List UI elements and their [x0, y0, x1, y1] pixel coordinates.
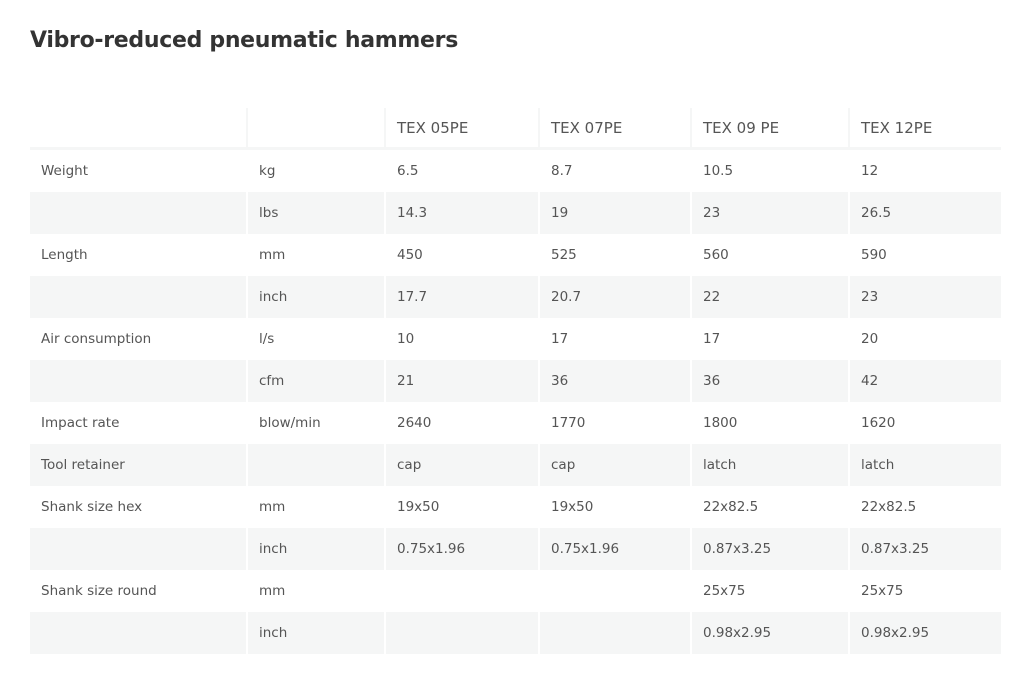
table-cell: inch: [246, 528, 384, 570]
table-cell: Tool retainer: [30, 444, 246, 486]
table-cell: 22x82.5: [690, 486, 848, 528]
table-cell: 1770: [538, 402, 690, 444]
table-row: lbs 14.3 19 23 26.5: [30, 192, 1001, 234]
table-cell: Weight: [41, 163, 89, 179]
table-cell: 12: [848, 150, 1001, 192]
table-cell: cfm: [246, 360, 384, 402]
table-cell: Impact rate: [41, 415, 120, 431]
table-cell: 10.5: [690, 150, 848, 192]
table-cell: [246, 444, 384, 486]
table-cell: 8.7: [538, 150, 690, 192]
table-cell: 36: [690, 360, 848, 402]
table-cell: Shank size hex: [41, 499, 143, 515]
table-cell: latch: [848, 444, 1001, 486]
table-cell: 0.98x2.95: [690, 612, 848, 654]
table-cell: 14.3: [384, 192, 538, 234]
column-header: TEX 07PE: [538, 108, 690, 150]
table-header-row: TEX 05PE TEX 07PE TEX 09 PE TEX 12PE: [30, 108, 1001, 150]
table-cell: cap: [384, 444, 538, 486]
table-cell: mm: [246, 570, 384, 612]
table-row: Length mm 450 525 560 590: [30, 234, 1001, 276]
specs-table: TEX 05PE TEX 07PE TEX 09 PE TEX 12PE Weight…: [30, 108, 1001, 654]
table-cell: inch: [246, 276, 384, 318]
table-cell: cap: [538, 444, 690, 486]
table-cell: 0.75x1.96: [538, 528, 690, 570]
table-cell: 0.87x3.25: [690, 528, 848, 570]
table-cell: 19x50: [384, 486, 538, 528]
table-cell: 42: [848, 360, 1001, 402]
table-row: Weight kg 6.5 8.7 10.5 12: [30, 150, 1001, 192]
table-cell: 10: [384, 318, 538, 360]
table-cell: [30, 276, 246, 318]
table-cell: 19: [538, 192, 690, 234]
table-row: Impact rate blow/min 2640 1770 1800 1620: [30, 402, 1001, 444]
table-cell: mm: [246, 486, 384, 528]
table-cell: [30, 612, 246, 654]
table-cell: Air consumption: [41, 331, 152, 347]
table-cell: kg: [246, 150, 384, 192]
column-header: TEX 12PE: [848, 108, 1001, 150]
table-row: Air consumption l/s 10 17 17 20: [30, 318, 1001, 360]
table-row: Shank size hex mm 19x50 19x50 22x82.5 22x82.5: [30, 486, 1001, 528]
table-cell: 25x75: [848, 570, 1001, 612]
page-title: Vibro-reduced pneumatic hammers: [30, 28, 459, 53]
table-cell: 590: [848, 234, 1001, 276]
table-row: Tool retainer cap cap latch latch: [30, 444, 1001, 486]
table-cell: 450: [384, 234, 538, 276]
table-row: inch 17.7 20.7 22 23: [30, 276, 1001, 318]
table-cell: 23: [848, 276, 1001, 318]
table-cell: Shank size round: [41, 583, 157, 599]
column-header: [30, 108, 246, 150]
table-row: inch 0.98x2.95 0.98x2.95: [30, 612, 1001, 654]
table-cell: 23: [690, 192, 848, 234]
table-cell: 19x50: [538, 486, 690, 528]
table-cell: [30, 360, 246, 402]
table-cell: 525: [538, 234, 690, 276]
table-cell: Length: [41, 247, 88, 263]
table-cell: 17.7: [384, 276, 538, 318]
table-cell: 0.87x3.25: [848, 528, 1001, 570]
table-cell: 17: [690, 318, 848, 360]
table-cell: [538, 570, 690, 612]
table-cell: 22x82.5: [848, 486, 1001, 528]
table-cell: [30, 192, 246, 234]
column-header: TEX 09 PE: [690, 108, 848, 150]
table-cell: 1620: [848, 402, 1001, 444]
table-cell: 20.7: [538, 276, 690, 318]
table-cell: blow/min: [246, 402, 384, 444]
table-cell: 22: [690, 276, 848, 318]
table-cell: inch: [246, 612, 384, 654]
table-cell: 26.5: [848, 192, 1001, 234]
table-cell: 560: [690, 234, 848, 276]
table-row: cfm 21 36 36 42: [30, 360, 1001, 402]
table-cell: [384, 612, 538, 654]
table-cell: latch: [690, 444, 848, 486]
table-row: inch 0.75x1.96 0.75x1.96 0.87x3.25 0.87x3.25: [30, 528, 1001, 570]
column-header: [246, 108, 384, 150]
table-cell: 21: [384, 360, 538, 402]
table-cell: [384, 570, 538, 612]
table-cell: lbs: [246, 192, 384, 234]
table-cell: 0.75x1.96: [384, 528, 538, 570]
table-cell: 6.5: [384, 150, 538, 192]
table-cell: l/s: [246, 318, 384, 360]
table-cell: 36: [538, 360, 690, 402]
table-cell: 25x75: [690, 570, 848, 612]
column-header: TEX 05PE: [384, 108, 538, 150]
table-cell: [30, 528, 246, 570]
table-cell: 1800: [690, 402, 848, 444]
table-cell: [538, 612, 690, 654]
table-row: Shank size round mm 25x75 25x75: [30, 570, 1001, 612]
table-cell: 20: [848, 318, 1001, 360]
table-cell: 0.98x2.95: [848, 612, 1001, 654]
table-cell: 2640: [384, 402, 538, 444]
table-cell: 17: [538, 318, 690, 360]
table-cell: mm: [246, 234, 384, 276]
